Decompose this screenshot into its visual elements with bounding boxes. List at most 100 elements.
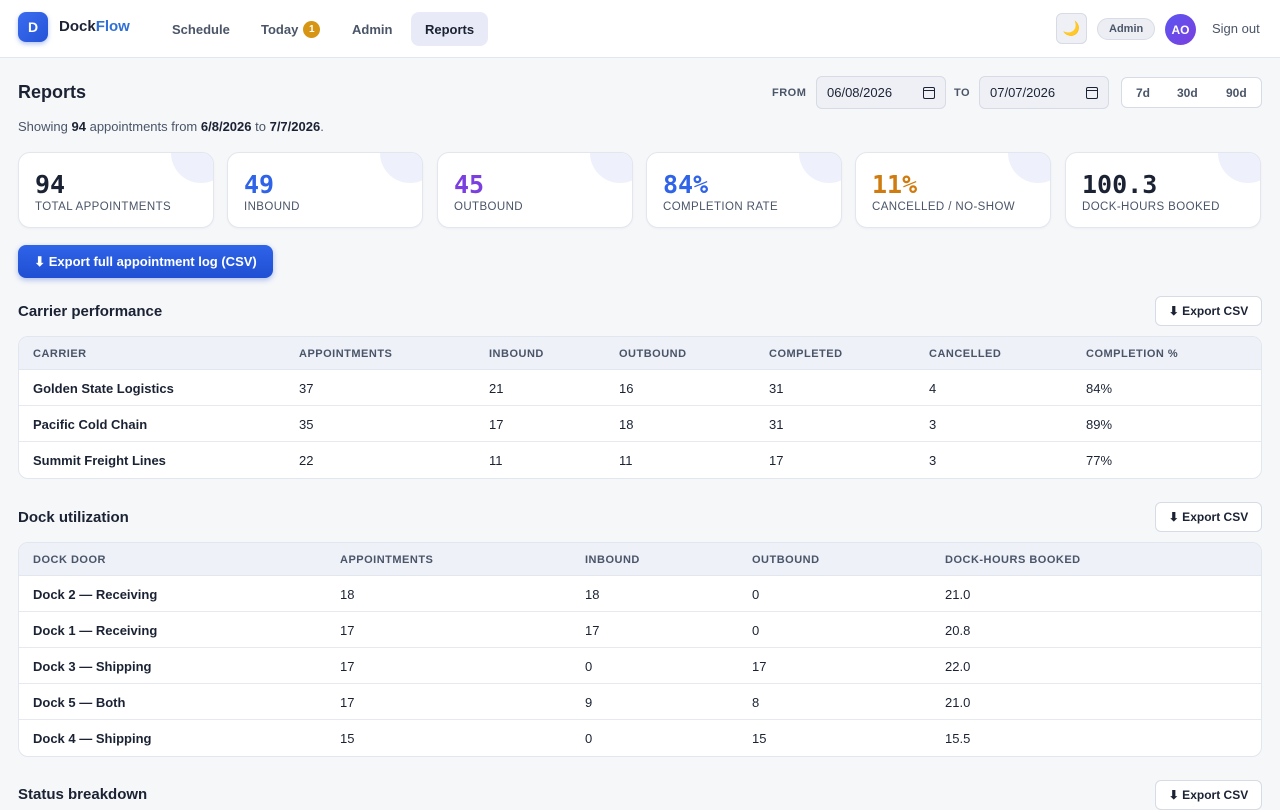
export-dock-csv-button[interactable]: ⬇ Export CSV [1155,502,1262,532]
stat-value: 84% [663,170,709,199]
table-cell: 89% [1086,417,1113,432]
summary-to-date: 7/7/2026 [269,119,321,134]
card-decoration [380,153,422,183]
avatar[interactable]: AO [1165,14,1196,45]
column-header[interactable]: DOCK-HOURS BOOKED [945,554,1081,566]
stat-card: 94 TOTAL APPOINTMENTS [18,152,214,228]
stat-value: 94 [35,170,66,199]
stat-card: 45 OUTBOUND [437,152,633,228]
stat-card: 100.3 DOCK-HOURS BOOKED [1065,152,1261,228]
top-nav-bar: D DockFlow Schedule Today 1 Admin Reports… [0,0,1280,58]
stat-label: CANCELLED / NO-SHOW [872,201,1016,213]
column-header[interactable]: APPOINTMENTS [340,554,434,566]
table-cell: 17 [340,659,355,674]
carrier-performance-table: CARRIER APPOINTMENTS INBOUND OUTBOUND COMPLE… [18,336,1262,479]
table-cell: 18 [340,587,355,602]
table-cell: 22.0 [945,659,971,674]
dock-utilization-title: Dock utilization [18,509,129,526]
column-header[interactable]: DOCK DOOR [33,554,106,566]
carrier-performance-title: Carrier performance [18,303,163,320]
card-decoration [1008,153,1050,183]
stat-label: OUTBOUND [454,201,524,213]
table-cell: Dock 1 — Receiving [33,623,158,638]
table-cell: 17 [585,623,600,638]
table-cell: 21 [489,381,504,396]
export-carrier-csv-button[interactable]: ⬇ Export CSV [1155,296,1262,326]
column-header[interactable]: COMPLETED [769,348,843,360]
nav-schedule-label: Schedule [172,21,230,37]
table-cell: 37 [299,381,314,396]
theme-toggle-button[interactable]: 🌙 [1056,13,1087,44]
from-label: FROM [772,87,807,99]
nav-admin[interactable]: Admin [338,12,406,46]
column-header[interactable]: CARRIER [33,348,87,360]
card-decoration [590,153,632,183]
stat-label: TOTAL APPOINTMENTS [35,201,172,213]
table-header: CARRIER APPOINTMENTS INBOUND OUTBOUND COMPLE… [19,337,1261,370]
table-cell: 18 [585,587,600,602]
table-cell: 11 [619,453,633,468]
brand-name[interactable]: DockFlow [59,18,130,35]
export-appointment-log-button[interactable]: ⬇ Export full appointment log (CSV) [18,245,273,278]
table-cell: Dock 2 — Receiving [33,587,158,602]
range-90d-button[interactable]: 90d [1226,86,1247,100]
table-cell: 3 [929,453,937,468]
column-header[interactable]: INBOUND [585,554,640,566]
stat-card: 11% CANCELLED / NO-SHOW [855,152,1051,228]
table-cell: 0 [585,659,593,674]
export-status-csv-button[interactable]: ⬇ Export CSV [1155,780,1262,810]
table-cell: 0 [585,731,593,746]
column-header[interactable]: CANCELLED [929,348,1002,360]
logo-badge[interactable]: D [18,12,48,42]
stat-card: 49 INBOUND [227,152,423,228]
card-decoration [1218,153,1260,183]
table-cell: 35 [299,417,314,432]
summary-prefix: Showing [18,119,68,134]
table-cell: 21.0 [945,587,971,602]
column-header[interactable]: OUTBOUND [619,348,687,360]
table-cell: Pacific Cold Chain [33,417,148,432]
status-breakdown-title: Status breakdown [18,786,148,803]
table-cell: 77% [1086,453,1113,468]
stat-label: COMPLETION RATE [663,201,779,213]
nav-today[interactable]: Today 1 [247,12,334,46]
dock-utilization-table: DOCK DOOR APPOINTMENTS INBOUND OUTBOUND DOCK… [18,542,1262,757]
table-cell: 11 [489,453,503,468]
range-7d-button[interactable]: 7d [1136,86,1151,100]
column-header[interactable]: APPOINTMENTS [299,348,393,360]
table-cell: 84% [1086,381,1113,396]
table-cell: 16 [619,381,634,396]
calendar-icon[interactable] [1086,86,1098,99]
from-date-value: 06/08/2026 [827,85,893,100]
nav-admin-label: Admin [352,21,393,37]
table-cell: 17 [489,417,504,432]
card-decoration [171,153,213,183]
table-cell: 15.5 [945,731,971,746]
from-date-input[interactable]: 06/08/2026 [816,76,946,109]
stat-value: 45 [454,170,485,199]
column-header[interactable]: INBOUND [489,348,544,360]
table-cell: 17 [769,453,784,468]
summary-from-date: 6/8/2026 [200,119,252,134]
calendar-icon[interactable] [923,86,935,99]
table-cell: Summit Freight Lines [33,453,166,468]
range-30d-button[interactable]: 30d [1177,86,1198,100]
table-cell: 22 [299,453,314,468]
role-badge: Admin [1097,18,1156,40]
nav-reports[interactable]: Reports [411,12,489,46]
table-header: DOCK DOOR APPOINTMENTS INBOUND OUTBOUND DOCK… [19,543,1261,576]
to-label: TO [954,87,971,99]
column-header[interactable]: COMPLETION % [1086,348,1179,360]
table-row: Dock 4 — Shipping 15 0 15 15.5 [19,720,1261,756]
sign-out-link[interactable]: Sign out [1212,21,1260,36]
summary-count: 94 [71,119,86,134]
nav-today-label: Today [261,21,299,37]
table-cell: 9 [585,695,593,710]
nav-schedule[interactable]: Schedule [158,12,244,46]
stat-value: 49 [244,170,275,199]
table-cell: 18 [619,417,634,432]
table-cell: Dock 5 — Both [33,695,126,710]
to-date-input[interactable]: 07/07/2026 [979,76,1109,109]
column-header[interactable]: OUTBOUND [752,554,820,566]
table-row: Dock 2 — Receiving 18 18 0 21.0 [19,576,1261,612]
